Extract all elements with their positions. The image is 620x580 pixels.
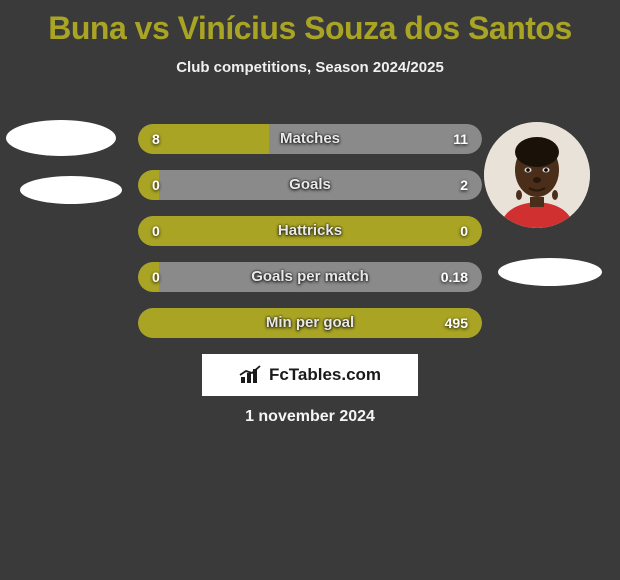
stat-row: Matches8 11	[138, 124, 482, 154]
player-left-avatar-2	[20, 176, 122, 204]
stat-value-left: 0	[152, 262, 160, 292]
player-right-avatar-2	[498, 258, 602, 286]
stat-row: Goals per match0 0.18	[138, 262, 482, 292]
stat-value-right: 495	[445, 308, 468, 338]
stat-label: Goals	[138, 170, 482, 200]
stat-row: Hattricks0 0	[138, 216, 482, 246]
subtitle: Club competitions, Season 2024/2025	[0, 59, 620, 76]
stat-row: Min per goal495	[138, 308, 482, 338]
stat-row: Goals0 2	[138, 170, 482, 200]
stat-value-right: 2	[460, 170, 468, 200]
footer-logo: FcTables.com	[202, 354, 418, 396]
stat-value-right: 11	[453, 124, 468, 154]
stat-value-right: 0.18	[441, 262, 468, 292]
stat-value-left: 0	[152, 170, 160, 200]
chart-icon	[239, 365, 263, 385]
comparison-bars: Matches811Goals02Hattricks00Goals per ma…	[138, 124, 482, 354]
stat-value-left: 0	[152, 216, 160, 246]
stat-value-left: 8	[152, 124, 160, 154]
footer-date: 1 november 2024	[0, 408, 620, 426]
footer-logo-text: FcTables.com	[269, 365, 381, 385]
page-title: Buna vs Vinícius Souza dos Santos	[0, 0, 620, 47]
stat-label: Min per goal	[138, 308, 482, 338]
player-left-avatar-1	[6, 120, 116, 156]
stat-value-right: 0	[460, 216, 468, 246]
stat-label: Goals per match	[138, 262, 482, 292]
stat-label: Hattricks	[138, 216, 482, 246]
stat-label: Matches	[138, 124, 482, 154]
player-right-avatar	[484, 122, 590, 228]
